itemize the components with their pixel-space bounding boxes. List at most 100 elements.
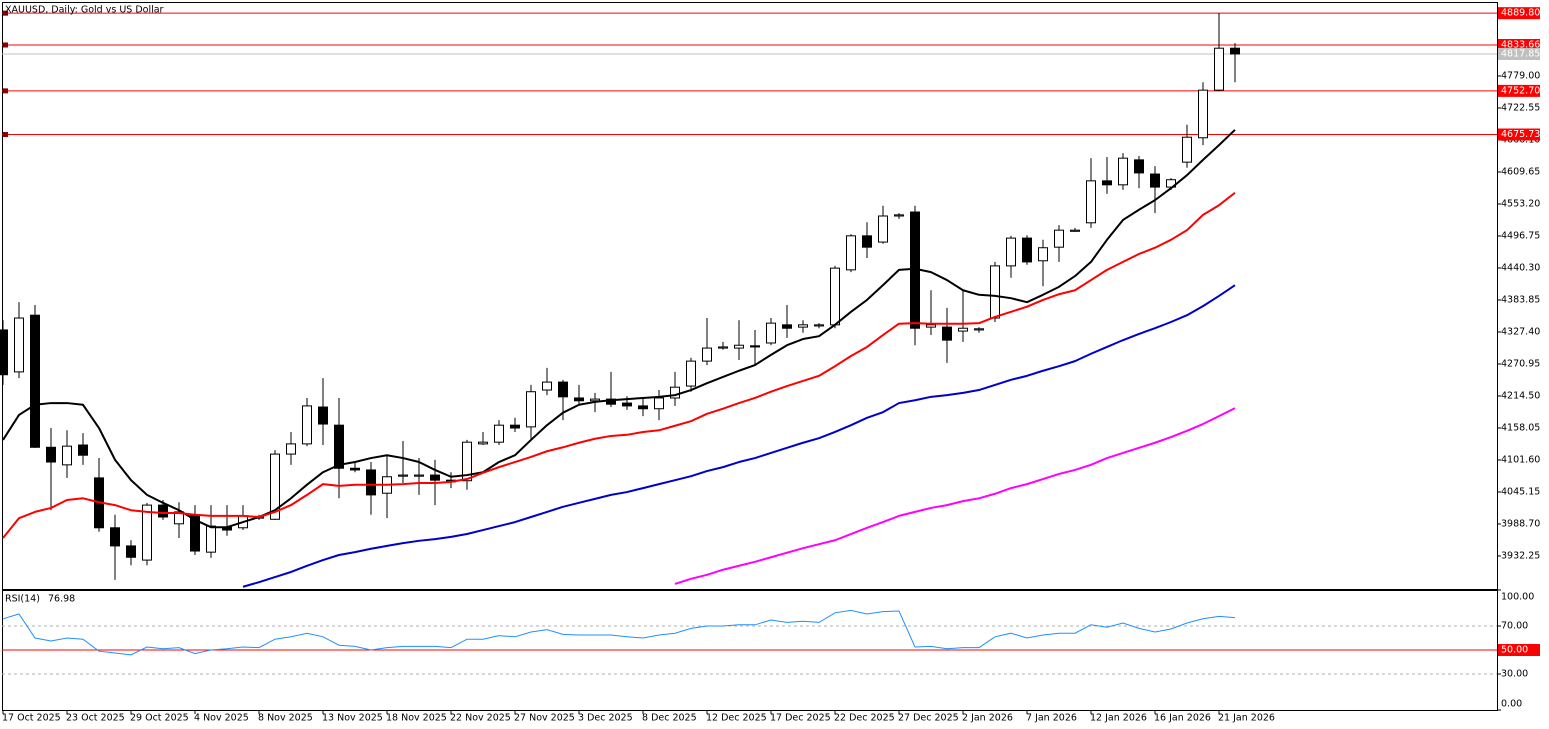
- candle-body: [174, 511, 184, 525]
- y-tick-label: 100.00: [1501, 592, 1534, 603]
- moving-average-line: [242, 284, 1236, 588]
- candle-body: [158, 504, 168, 518]
- candle-body: [414, 474, 424, 477]
- candle-body: [766, 322, 776, 344]
- candle-body: [78, 444, 88, 456]
- price-level-label: 4889.80: [1501, 8, 1540, 19]
- candle-body: [926, 324, 936, 328]
- candle-body: [1230, 47, 1240, 55]
- x-tick-label: 12 Jan 2026: [1090, 713, 1147, 724]
- candle-body: [1214, 47, 1224, 91]
- y-tick-label: 50.00: [1501, 645, 1528, 656]
- candle-body: [638, 405, 648, 410]
- y-tick-label: 3988.70: [1501, 518, 1540, 529]
- y-tick-label: 4440.30: [1501, 262, 1540, 273]
- candle-body: [302, 405, 312, 445]
- x-tick-label: 18 Nov 2025: [386, 713, 447, 724]
- candle-body: [1038, 247, 1048, 262]
- candle-body: [318, 406, 328, 425]
- candle-body: [750, 345, 760, 348]
- candle-body: [798, 324, 808, 328]
- chart-title: XAUUSD, Daily: Gold vs US Dollar: [5, 5, 164, 16]
- candle-body: [590, 398, 600, 402]
- y-tick-label: 4496.75: [1501, 230, 1540, 241]
- price-level-anchor: [3, 88, 8, 94]
- candle-body: [0, 329, 8, 376]
- price-level-anchor: [3, 132, 8, 138]
- candle-body: [686, 360, 696, 387]
- y-tick-label: 4101.60: [1501, 454, 1540, 465]
- candle-body: [14, 317, 24, 373]
- y-tick-label: 4158.05: [1501, 422, 1540, 433]
- candle-body: [1182, 136, 1192, 163]
- price-level-anchor: [3, 42, 8, 48]
- y-tick-label: 4722.55: [1501, 102, 1540, 113]
- price-level-label: 4752.70: [1501, 85, 1540, 96]
- y-tick-label: 3932.25: [1501, 550, 1540, 561]
- candle-body: [110, 527, 120, 547]
- x-tick-label: 8 Dec 2025: [642, 713, 697, 724]
- rsi-current-value: 76.98: [48, 594, 75, 605]
- candle-body: [430, 474, 440, 481]
- x-tick-label: 7 Jan 2026: [1026, 713, 1077, 724]
- y-tick-label: 0.00: [1501, 699, 1522, 710]
- price-level-label-box: [1498, 84, 1540, 97]
- x-tick-label: 27 Nov 2025: [514, 713, 575, 724]
- candle-body: [46, 446, 56, 463]
- candle-body: [1198, 89, 1208, 139]
- y-tick-label-box: [1498, 644, 1540, 656]
- last-price-label-box: [1498, 47, 1540, 60]
- price-level-label-box: [1498, 7, 1540, 20]
- x-tick-label: 29 Oct 2025: [130, 713, 189, 724]
- candle-body: [286, 443, 296, 455]
- x-tick-label: 21 Jan 2026: [1218, 713, 1275, 724]
- candle-body: [526, 391, 536, 428]
- x-tick-label: 22 Dec 2025: [834, 713, 895, 724]
- candle-body: [30, 314, 40, 448]
- x-tick-label: 16 Jan 2026: [1154, 713, 1211, 724]
- candle-body: [1086, 180, 1096, 224]
- candle-body: [846, 235, 856, 271]
- x-tick-label: 22 Nov 2025: [450, 713, 511, 724]
- price-level-label: 4675.73: [1501, 129, 1540, 140]
- candle-body: [574, 397, 584, 402]
- candle-body: [366, 469, 376, 496]
- candle-body: [398, 474, 408, 477]
- candle-body: [718, 346, 728, 349]
- candle-body: [990, 265, 1000, 319]
- candle-body: [1054, 229, 1064, 248]
- candle-body: [974, 328, 984, 331]
- rsi-title: RSI(14): [5, 594, 40, 605]
- candle-body: [702, 347, 712, 362]
- y-tick-label: 4553.20: [1501, 198, 1540, 209]
- candle-body: [462, 441, 472, 482]
- x-tick-label: 3 Dec 2025: [578, 713, 633, 724]
- y-tick-label: 4045.15: [1501, 486, 1540, 497]
- x-tick-label: 8 Nov 2025: [258, 713, 313, 724]
- moving-average-line: [674, 407, 1236, 585]
- candle-body: [1150, 173, 1160, 188]
- candle-body: [142, 504, 152, 561]
- candle-body: [494, 424, 504, 443]
- y-tick-label: 4609.65: [1501, 166, 1540, 177]
- x-tick-label: 13 Nov 2025: [322, 713, 383, 724]
- candle-body: [670, 386, 680, 399]
- price-level-anchor: [3, 10, 8, 16]
- candle-body: [350, 467, 360, 471]
- rsi-line: [2, 609, 1236, 656]
- candle-body: [942, 326, 952, 341]
- candle-body: [1006, 237, 1016, 267]
- candle-body: [1102, 180, 1112, 186]
- last-price-label: 4817.85: [1501, 48, 1540, 59]
- price-level-label-box: [1498, 128, 1540, 141]
- candle-body: [334, 424, 344, 469]
- candle-body: [478, 441, 488, 445]
- candle-body: [814, 324, 824, 327]
- candle-body: [830, 267, 840, 326]
- y-tick-label: 4327.40: [1501, 326, 1540, 337]
- x-tick-label: 17 Oct 2025: [2, 713, 61, 724]
- moving-average-line: [2, 129, 1236, 529]
- candle-body: [862, 235, 872, 248]
